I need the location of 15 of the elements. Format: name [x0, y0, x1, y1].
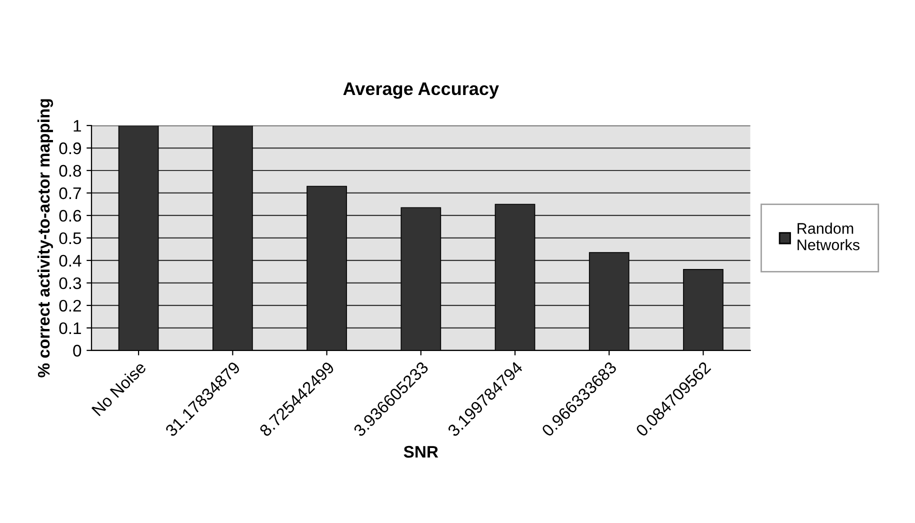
y-tick-label: 0 — [73, 344, 82, 357]
y-tick-label: 0.8 — [59, 164, 82, 177]
y-axis-title: % correct activity-to-actor mapping — [37, 99, 54, 378]
x-axis-title: SNR — [404, 446, 438, 458]
y-tick-label: 0.9 — [59, 142, 81, 154]
y-tick-label: 0.5 — [59, 232, 82, 244]
chart-title: Average Accuracy — [343, 82, 499, 99]
y-tick-label: 0.3 — [59, 277, 82, 290]
y-tick-label: 1 — [74, 120, 81, 132]
y-tick-label: 0.1 — [59, 322, 81, 334]
y-tick-label: 0.4 — [59, 254, 82, 267]
legend-label: Random Networks — [798, 222, 860, 250]
y-tick-label: 0.2 — [59, 300, 81, 312]
y-tick-label: 0.6 — [59, 210, 82, 222]
y-tick-label: 0.7 — [59, 187, 81, 200]
